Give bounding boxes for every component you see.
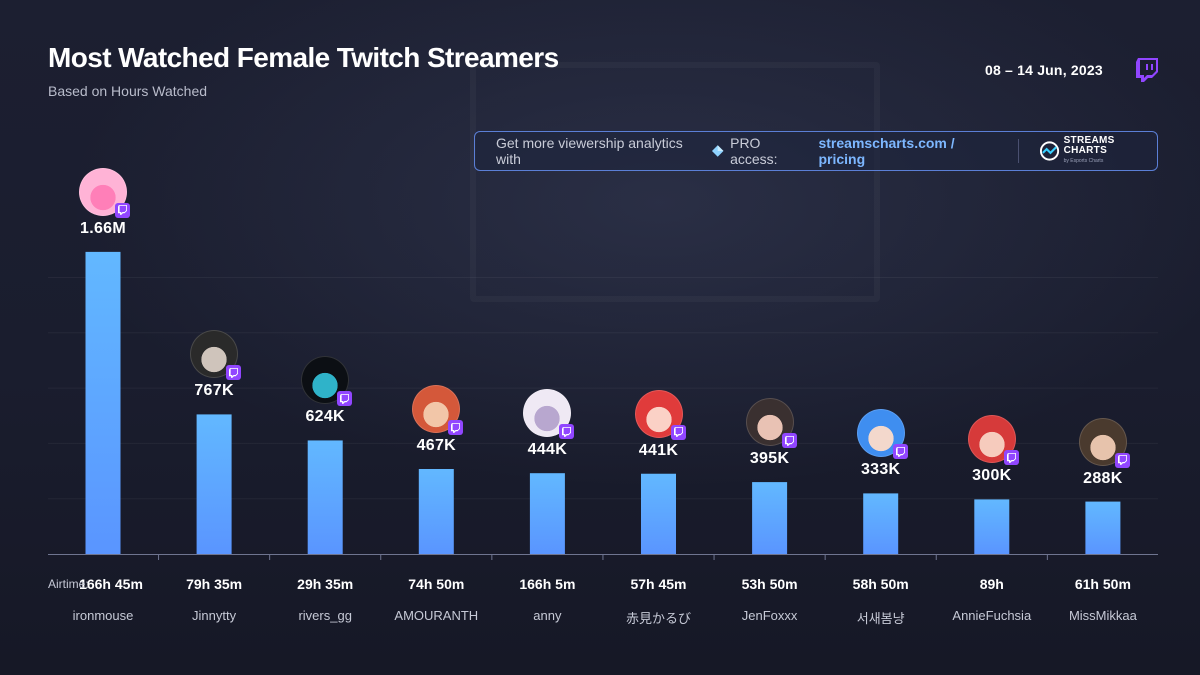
bar-6[interactable] <box>752 482 788 554</box>
streamer-avatar[interactable] <box>967 415 1019 466</box>
value-label: 395K <box>749 450 790 468</box>
value-label: 444K <box>527 441 568 459</box>
value-label: 467K <box>416 437 457 454</box>
chart-subtitle: Based on Hours Watched <box>48 83 208 99</box>
diamond-icon <box>711 145 724 157</box>
x-tick-label: 서새봄냥 <box>856 611 905 626</box>
twitch-badge-icon <box>226 365 242 381</box>
streamer-avatar[interactable] <box>523 389 575 440</box>
airtime-value: 166h 45m <box>79 576 143 592</box>
x-tick-label: JenFoxxx <box>741 608 798 623</box>
x-tick-label: anny <box>533 608 562 623</box>
twitch-badge-icon <box>115 202 130 218</box>
twitch-badge-icon <box>1114 452 1130 468</box>
twitch-badge-icon <box>559 424 575 440</box>
bar-8[interactable] <box>974 499 1010 554</box>
value-label: 333K <box>860 461 901 479</box>
airtime-value: 57h 45m <box>630 576 687 592</box>
twitch-badge-icon <box>670 424 686 440</box>
x-tick-label: Jinnytty <box>192 608 237 623</box>
airtime-value: 166h 5m <box>519 576 576 592</box>
chart-title: Most Watched Female Twitch Streamers <box>48 42 559 73</box>
twitch-badge-icon <box>892 444 908 460</box>
x-tick-label: AnnieFuchsia <box>952 608 1032 623</box>
twitch-badge-icon <box>448 420 464 435</box>
streams-charts-logo-icon <box>1039 141 1059 161</box>
bar-5[interactable] <box>641 473 676 554</box>
promo-pro-label: PRO access: <box>730 135 778 167</box>
x-tick-label: MissMikkaa <box>1068 608 1137 623</box>
airtime-value: 53h 50m <box>741 576 798 592</box>
brand-name: STREAMS CHARTS <box>1063 135 1115 156</box>
airtime-label: Airtime: <box>48 577 89 591</box>
airtime-value: 29h 35m <box>297 576 354 592</box>
value-label: 1.66M <box>80 219 126 237</box>
promo-banner[interactable]: Get more viewership analytics with PRO a… <box>474 131 1158 171</box>
avatar-image <box>79 167 127 216</box>
pricing-link[interactable]: streamscharts.com / pricing <box>818 135 955 167</box>
streamer-avatar[interactable] <box>301 356 353 407</box>
streamer-avatar[interactable] <box>634 389 686 440</box>
promo-text: Get more viewership analytics with <box>496 135 683 167</box>
streams-charts-logo: STREAMS CHARTS by Esports Charts <box>1039 136 1157 166</box>
value-label: 300K <box>972 467 1012 485</box>
date-range: 08 – 14 Jun, 2023 <box>985 62 1103 78</box>
bar-9[interactable] <box>1085 501 1121 554</box>
bar-4[interactable] <box>529 473 565 554</box>
x-tick-label: ironmouse <box>72 608 134 623</box>
value-label: 767K <box>194 382 234 400</box>
twitch-badge-icon <box>1003 450 1019 466</box>
twitch-badge-icon <box>781 433 797 449</box>
value-label: 441K <box>638 441 679 459</box>
x-tick-label: rivers_gg <box>298 608 352 623</box>
airtime-value: 89h <box>979 576 1004 592</box>
bar-3[interactable] <box>418 469 454 554</box>
airtime-value: 74h 50m <box>408 576 465 592</box>
bar-0[interactable] <box>85 251 121 554</box>
streamer-avatar[interactable] <box>412 385 464 435</box>
airtime-value: 79h 35m <box>186 576 243 592</box>
value-label: 288K <box>1083 469 1123 487</box>
brand-sub: by Esports Charts <box>1063 158 1104 164</box>
airtime-value: 58h 50m <box>852 576 909 592</box>
value-label: 624K <box>305 408 345 426</box>
x-tick-label: 赤見かるび <box>625 611 691 626</box>
streamer-avatar[interactable] <box>745 398 797 449</box>
streamer-avatar[interactable] <box>79 167 130 218</box>
twitch-badge-icon <box>337 391 353 407</box>
streamer-avatar[interactable] <box>856 409 908 460</box>
bar-2[interactable] <box>307 440 343 554</box>
streamer-avatar[interactable] <box>1078 417 1130 468</box>
airtime-value: 61h 50m <box>1074 576 1131 592</box>
twitch-icon <box>1136 58 1158 82</box>
bar-7[interactable] <box>863 493 899 554</box>
x-tick-label: AMOURANTH <box>394 608 479 623</box>
promo-divider <box>1017 139 1019 163</box>
streamer-avatar[interactable] <box>190 330 242 381</box>
bar-1[interactable] <box>196 414 232 554</box>
